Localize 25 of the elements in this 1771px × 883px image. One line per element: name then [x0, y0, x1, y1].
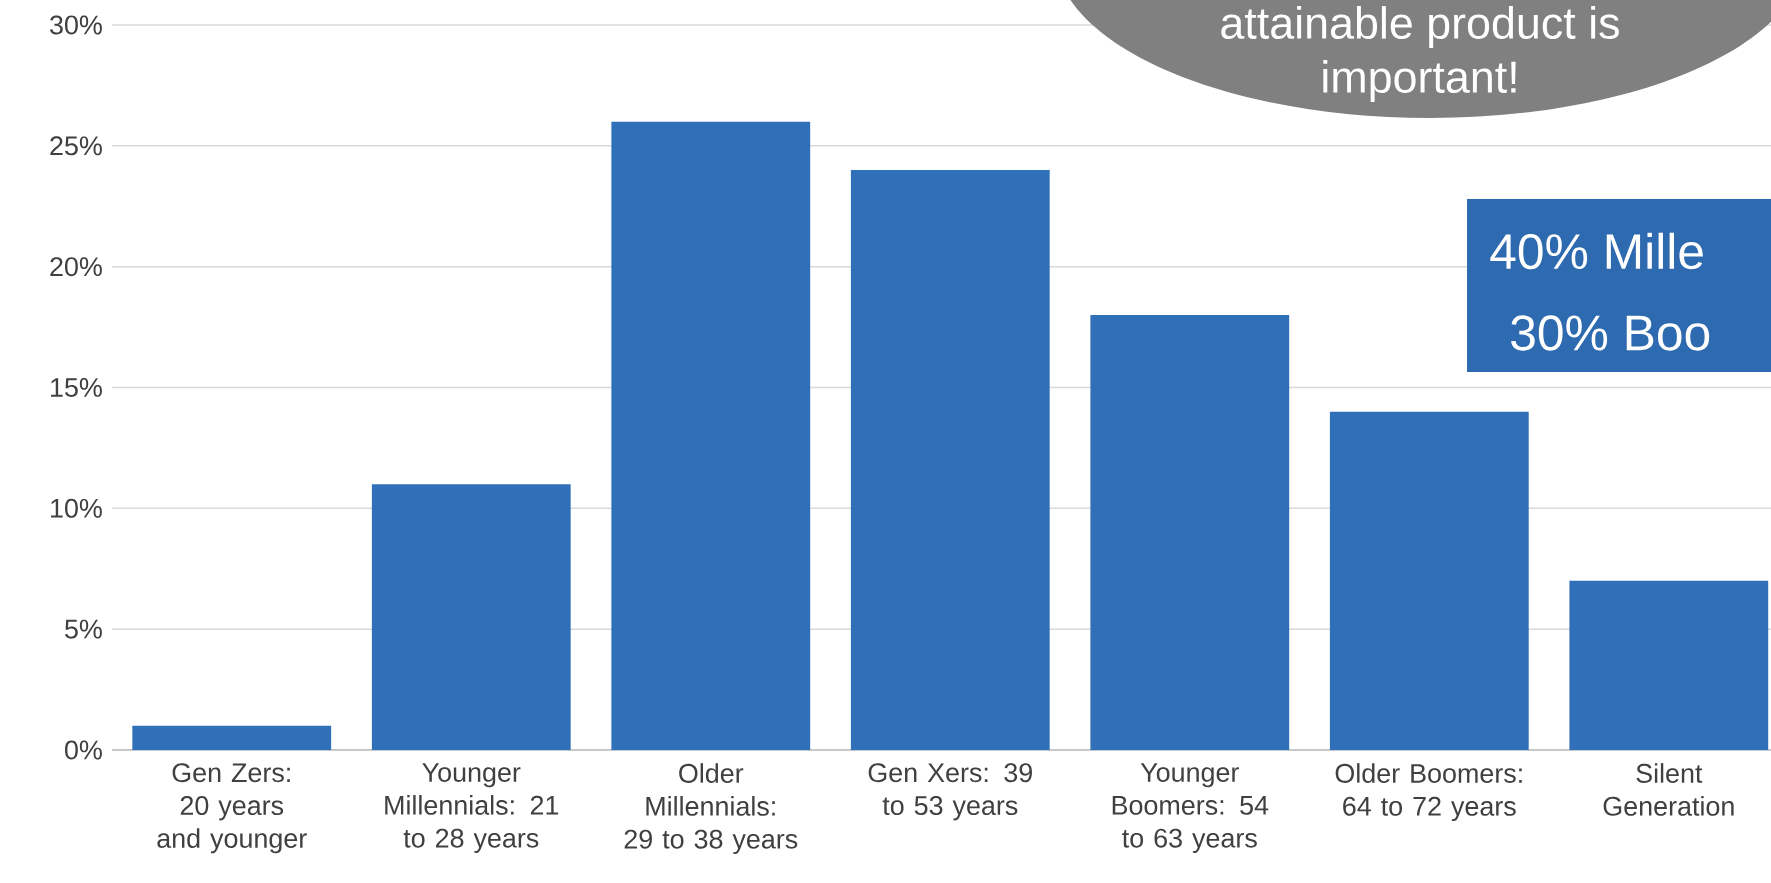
x-tick-label: Older Millennials: 29 to 38 years [624, 763, 798, 854]
annotation: important! [1323, 60, 1516, 102]
bar [132, 725, 332, 750]
y-tick-label: 15% [51, 378, 102, 397]
y-tick-label: 0% [65, 740, 102, 760]
y-tick-label: 30% [50, 15, 102, 35]
y-tick-label: 25% [50, 136, 102, 156]
bar [371, 484, 571, 750]
y-tick-label: 20% [50, 257, 102, 277]
bar [1329, 411, 1529, 750]
y-tick-label: 5% [65, 619, 102, 639]
y-tick-label: 10% [51, 498, 102, 518]
x-tick-label: Older Boomers: 64 to 72 years [1335, 763, 1522, 822]
annotation: 40% Mille [1490, 232, 1703, 270]
bar [1090, 314, 1290, 750]
annotation: 30% Boo [1511, 315, 1710, 351]
x-tick-label: Younger Millennials: 21 to 28 years [385, 763, 559, 853]
annotation: attainable product is [1221, 6, 1619, 48]
x-tick-label: Younger Boomers: 54 to 63 years [1112, 763, 1269, 853]
x-tick-label: Gen Xers: 39 to 53 years [868, 763, 1032, 821]
x-tick-label: Silent Generation [1603, 763, 1734, 816]
x-tick-label: Gen Zers: 20 years and younger [157, 763, 307, 854]
bar [611, 121, 811, 750]
bar [1569, 580, 1769, 750]
bar [850, 169, 1050, 750]
